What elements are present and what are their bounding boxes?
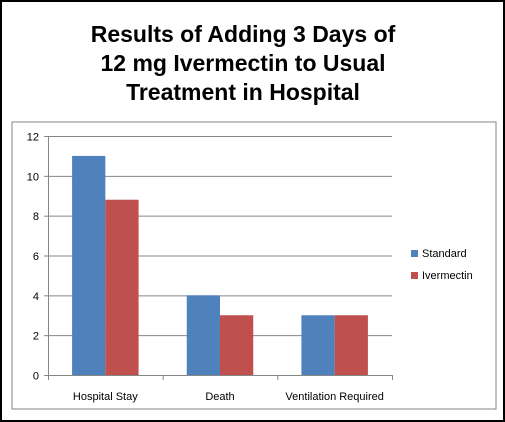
y-tick-label: 2: [33, 331, 39, 343]
bar-ivermectin-death: [220, 315, 254, 375]
y-tick-label: 0: [33, 371, 39, 383]
bar-ivermectin-ventilation-required: [334, 315, 368, 375]
bar-ivermectin-hospital-stay: [105, 199, 139, 375]
legend-label-ivermectin: Ivermectin: [422, 270, 473, 282]
legend-label-standard: Standard: [422, 248, 467, 260]
bar-standard-ventilation-required: [301, 315, 335, 375]
y-tick-label: 6: [33, 251, 39, 263]
y-tick-label: 8: [33, 211, 39, 223]
x-category-label: Ventilation Required: [285, 391, 383, 403]
x-category-label: Hospital Stay: [73, 391, 138, 403]
legend-swatch-standard: [411, 250, 418, 257]
y-tick-label: 4: [33, 291, 39, 303]
x-category-label: Death: [205, 391, 234, 403]
legend-swatch-ivermectin: [411, 272, 418, 279]
bar-standard-death: [186, 295, 220, 375]
y-tick-label: 12: [27, 132, 39, 144]
chart-title: Results of Adding 3 Days of 12 mg Iverme…: [90, 21, 396, 105]
bar-standard-hospital-stay: [72, 155, 106, 375]
y-tick-label: 10: [27, 171, 39, 183]
